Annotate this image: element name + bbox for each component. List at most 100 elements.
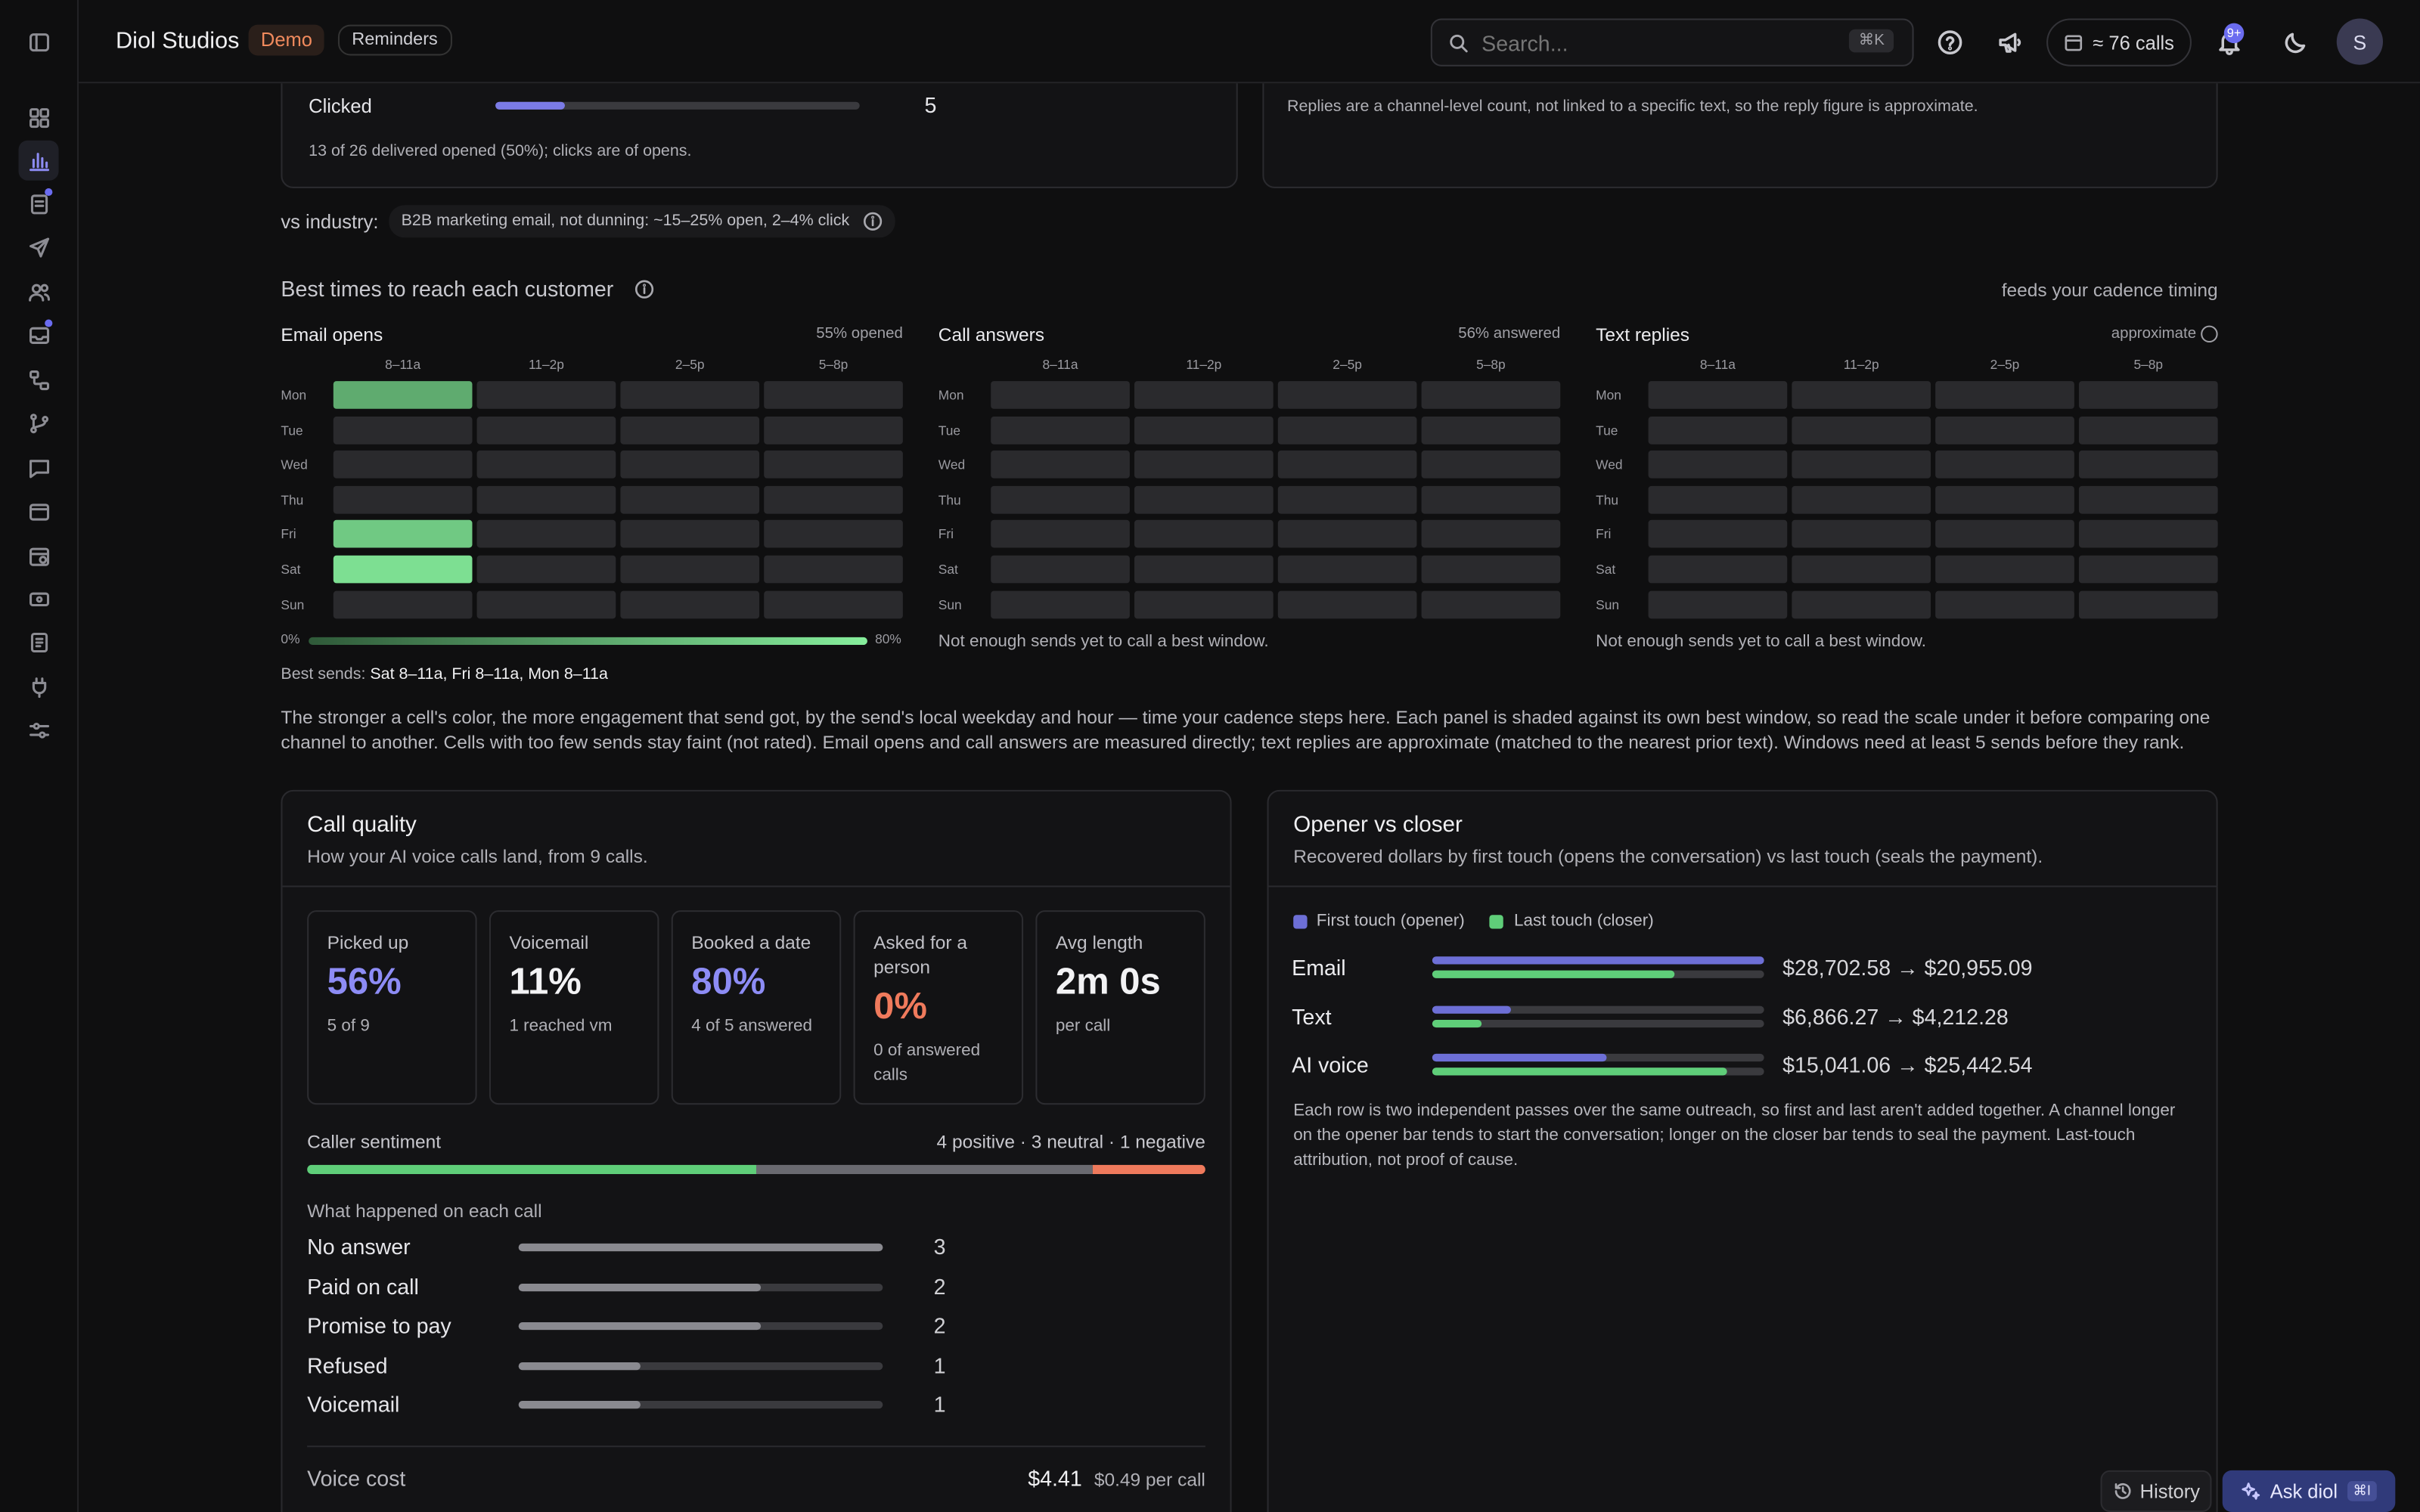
- heat-cell[interactable]: [1935, 381, 2074, 409]
- search-box[interactable]: ⌘K: [1430, 18, 1914, 67]
- heat-cell[interactable]: [1134, 520, 1274, 549]
- heat-cell[interactable]: [620, 590, 760, 618]
- heat-cell[interactable]: [1935, 555, 2074, 584]
- calls-pill[interactable]: ≈ 76 calls: [2046, 18, 2192, 67]
- sidebar-item-schedule[interactable]: [18, 535, 58, 575]
- heat-cell[interactable]: [620, 485, 760, 514]
- heat-cell[interactable]: [620, 555, 760, 584]
- heat-cell[interactable]: [991, 555, 1130, 584]
- heat-cell[interactable]: [764, 451, 903, 479]
- heat-cell[interactable]: [1421, 555, 1561, 584]
- heat-cell[interactable]: [1935, 416, 2074, 444]
- heat-cell[interactable]: [1648, 451, 1788, 479]
- heat-cell[interactable]: [1792, 590, 1931, 618]
- heat-cell[interactable]: [1134, 451, 1274, 479]
- heat-cell[interactable]: [1277, 451, 1417, 479]
- heat-cell[interactable]: [1648, 485, 1788, 514]
- sidebar-item-settings[interactable]: [18, 710, 58, 750]
- heat-cell[interactable]: [2078, 520, 2218, 549]
- heat-cell[interactable]: [333, 451, 473, 479]
- heat-cell[interactable]: [1134, 381, 1274, 409]
- heat-cell[interactable]: [1277, 520, 1417, 549]
- heat-cell[interactable]: [333, 590, 473, 618]
- sidebar-item-messages[interactable]: [18, 448, 58, 488]
- heat-cell[interactable]: [1421, 381, 1561, 409]
- heat-cell[interactable]: [333, 520, 473, 549]
- heat-cell[interactable]: [1935, 451, 2074, 479]
- heat-cell[interactable]: [1792, 555, 1931, 584]
- sidebar-item-billing[interactable]: [18, 578, 58, 618]
- heat-cell[interactable]: [1277, 590, 1417, 618]
- heat-cell[interactable]: [1792, 451, 1931, 479]
- heat-cell[interactable]: [764, 590, 903, 618]
- heat-cell[interactable]: [2078, 381, 2218, 409]
- heat-cell[interactable]: [1277, 555, 1417, 584]
- avatar[interactable]: S: [2336, 18, 2383, 65]
- heat-cell[interactable]: [1648, 520, 1788, 549]
- help-icon[interactable]: [1929, 22, 1969, 62]
- sidebar-item-reports[interactable]: [18, 621, 58, 662]
- heat-cell[interactable]: [1648, 381, 1788, 409]
- heat-cell[interactable]: [476, 485, 616, 514]
- heat-cell[interactable]: [333, 381, 473, 409]
- heat-cell[interactable]: [476, 416, 616, 444]
- history-button[interactable]: History: [2100, 1470, 2212, 1512]
- info-icon[interactable]: [2201, 325, 2218, 343]
- heat-cell[interactable]: [1792, 485, 1931, 514]
- heat-cell[interactable]: [991, 451, 1130, 479]
- heat-cell[interactable]: [991, 520, 1130, 549]
- heat-cell[interactable]: [476, 555, 616, 584]
- heat-cell[interactable]: [991, 485, 1130, 514]
- heat-cell[interactable]: [1935, 485, 2074, 514]
- heat-cell[interactable]: [2078, 485, 2218, 514]
- heat-cell[interactable]: [2078, 555, 2218, 584]
- heat-cell[interactable]: [991, 381, 1130, 409]
- reminders-button[interactable]: Reminders: [337, 24, 452, 56]
- sidebar-item-workflows[interactable]: [18, 360, 58, 400]
- heat-cell[interactable]: [1935, 520, 2074, 549]
- heat-cell[interactable]: [476, 520, 616, 549]
- heat-cell[interactable]: [1134, 590, 1274, 618]
- heat-cell[interactable]: [1277, 485, 1417, 514]
- heat-cell[interactable]: [764, 485, 903, 514]
- heat-cell[interactable]: [1421, 451, 1561, 479]
- sidebar-item-invoices[interactable]: [18, 184, 58, 224]
- heat-cell[interactable]: [476, 451, 616, 479]
- heat-cell[interactable]: [1792, 381, 1931, 409]
- sidebar-item-branches[interactable]: [18, 403, 58, 443]
- heat-cell[interactable]: [1648, 555, 1788, 584]
- heat-cell[interactable]: [620, 416, 760, 444]
- heat-cell[interactable]: [2078, 451, 2218, 479]
- heat-cell[interactable]: [764, 416, 903, 444]
- heat-cell[interactable]: [2078, 416, 2218, 444]
- heat-cell[interactable]: [1648, 416, 1788, 444]
- heat-cell[interactable]: [991, 416, 1130, 444]
- search-input[interactable]: [1481, 29, 1822, 55]
- announcements-icon[interactable]: [1990, 22, 2030, 62]
- sidebar-item-dashboard[interactable]: [18, 98, 58, 138]
- ask-diol-button[interactable]: Ask diol ⌘I: [2222, 1470, 2396, 1512]
- sidebar-item-send[interactable]: [18, 227, 58, 267]
- heat-cell[interactable]: [2078, 590, 2218, 618]
- sidebar-item-analytics[interactable]: [18, 140, 59, 181]
- heat-cell[interactable]: [620, 381, 760, 409]
- info-icon[interactable]: [864, 212, 884, 232]
- heat-cell[interactable]: [1792, 416, 1931, 444]
- heat-cell[interactable]: [1134, 485, 1274, 514]
- sidebar-item-customers[interactable]: [18, 271, 58, 311]
- dark-mode-icon[interactable]: [2275, 22, 2315, 62]
- sidebar-item-wallet[interactable]: [18, 491, 58, 531]
- heat-cell[interactable]: [1648, 590, 1788, 618]
- heat-cell[interactable]: [476, 590, 616, 618]
- heat-cell[interactable]: [1134, 555, 1274, 584]
- sidebar-toggle-icon[interactable]: [18, 22, 58, 62]
- heat-cell[interactable]: [991, 590, 1130, 618]
- heat-cell[interactable]: [764, 381, 903, 409]
- heat-cell[interactable]: [1277, 381, 1417, 409]
- heat-cell[interactable]: [476, 381, 616, 409]
- heat-cell[interactable]: [1134, 416, 1274, 444]
- heat-cell[interactable]: [333, 416, 473, 444]
- heat-cell[interactable]: [764, 555, 903, 584]
- heat-cell[interactable]: [333, 485, 473, 514]
- heat-cell[interactable]: [1421, 485, 1561, 514]
